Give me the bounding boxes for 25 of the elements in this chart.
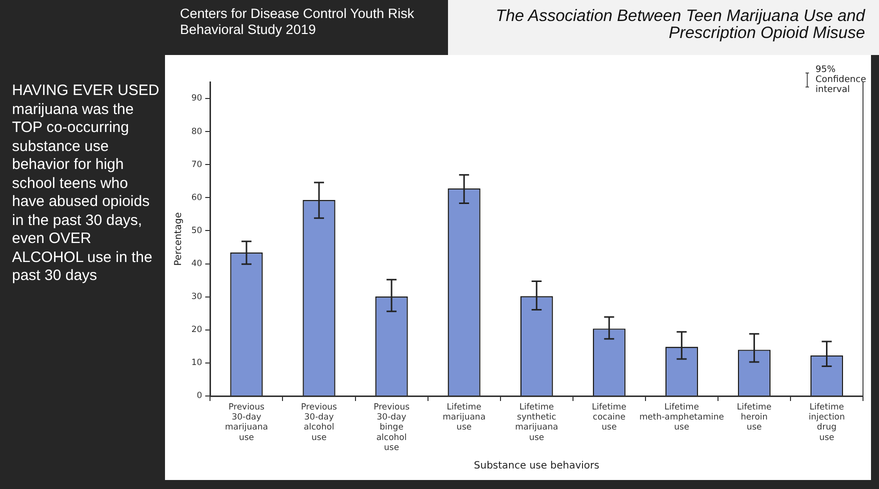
y-tick-label: 40 bbox=[191, 258, 202, 269]
y-tick-label: 0 bbox=[196, 391, 202, 402]
x-tick-label: Lifetime synthetic marijuana use bbox=[515, 402, 558, 443]
x-axis-title: Substance use behaviors bbox=[474, 460, 600, 472]
x-tick-label: Previous 30-day marijuana use bbox=[225, 402, 268, 443]
y-tick-label: 80 bbox=[191, 126, 202, 137]
x-tick-label: Previous 30-day binge alcohol use bbox=[374, 402, 410, 454]
annotation: 95% Confidence interval bbox=[816, 65, 868, 95]
y-tick-label: 30 bbox=[191, 292, 202, 302]
y-tick-label: 60 bbox=[191, 192, 202, 203]
x-tick-label: Previous 30-day alcohol use bbox=[301, 402, 338, 443]
text: HAVING EVER USED marijuana was the TOP co-occurring substance use behavior for high school teens who have abused opioids in the past 30 days, even OVER ALCOHOL use in the past 30 days bbox=[12, 82, 160, 284]
y-tick-label: 10 bbox=[191, 358, 202, 368]
y-tick-label: 90 bbox=[191, 94, 202, 104]
x-tick-label: Lifetime meth-amphetamine use bbox=[639, 402, 724, 433]
x-tick-label: Lifetime marijuana use bbox=[442, 402, 486, 433]
chart-subtitle: Centers for Disease Control Youth Risk Behavioral Study 2019 bbox=[180, 6, 416, 38]
x-tick-label: Lifetime cocaine use bbox=[592, 402, 626, 433]
y-tick-label: 50 bbox=[191, 226, 202, 236]
y-tick-label: 70 bbox=[191, 160, 202, 170]
y-tick-label: 20 bbox=[191, 325, 202, 336]
chart-title: The Association Between Teen Marijuana Use and Prescription Opioid Misuse bbox=[448, 0, 879, 55]
x-tick-label: Lifetime heroin use bbox=[736, 402, 772, 433]
x-tick-label: Lifetime injection drug use bbox=[808, 402, 845, 443]
y-axis-title: Percentage bbox=[173, 212, 184, 266]
